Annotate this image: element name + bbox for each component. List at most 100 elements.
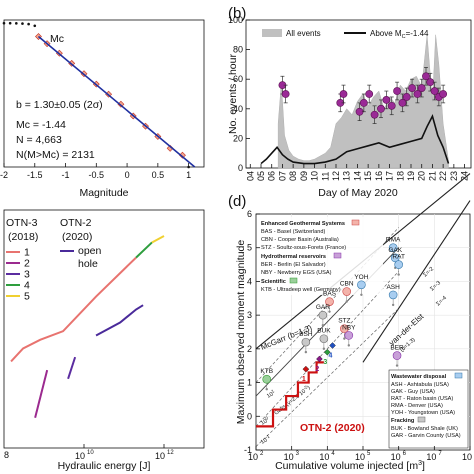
site-stem-dot — [265, 388, 268, 391]
panel-d-ytick-label: -1 — [244, 445, 252, 455]
otn2-stage-marker — [324, 348, 331, 356]
panel-a-xtick-label: 1 — [186, 170, 191, 180]
panel-a: Mc b = 1.30±0.05 (2σ) Mc = -1.44 N = 4,6… — [0, 19, 205, 199]
legend-ww-item-5: YOH - Youngstown (USA) — [391, 410, 455, 416]
panel-d-xtick-label: 10 — [426, 452, 436, 462]
legend-sci-swatch — [289, 277, 298, 284]
site-stem-dot — [347, 344, 351, 347]
panel-b-ytick-label: 0 — [238, 163, 243, 173]
panel-c-frame — [3, 209, 205, 449]
legend-stage-label: 3 — [24, 269, 30, 281]
legend-ww-item-3: RAT - Raton basin (USA) — [391, 396, 453, 402]
site-label: BER — [390, 345, 404, 352]
energy-stage-line — [10, 256, 137, 363]
legend-egs-item-3: STZ - Soultz-sous-Forets (France) — [261, 245, 346, 251]
legend-stage-label: 4 — [24, 280, 30, 292]
panel-b-ytick-label: 20 — [233, 133, 243, 143]
panel-b-xlabel: Day of May 2020 — [318, 187, 398, 199]
panel-d-ytick-label: 3 — [247, 310, 252, 320]
site-label: BSH — [299, 331, 313, 338]
legend-above-label: Above MC=-1.44 — [370, 29, 429, 40]
site-label: RAT — [392, 254, 405, 261]
panel-b-xtick-label: 06 — [267, 171, 277, 181]
legend-above-value: =-1.44 — [406, 29, 429, 38]
energy-stage-line — [135, 241, 153, 259]
rate-circle — [339, 90, 348, 98]
magnitude-cumulative-dot — [27, 22, 30, 26]
magnitude-cumulative-dot — [8, 21, 12, 25]
legend-egs-swatch — [351, 219, 360, 226]
panel-b-xtick-label: 13 — [342, 171, 352, 181]
panel-c-xtick-exponent: 12 — [167, 450, 174, 456]
galis-exp: -2 — [302, 384, 309, 391]
legend-ww-title: Wastewater disposal — [391, 374, 447, 380]
panel-c-xtick-label: 10 — [155, 451, 165, 461]
galis-end: ) — [306, 385, 311, 391]
legend-otn3-year: (2018) — [8, 231, 38, 243]
legend-egs-item-2: CBN - Cooper Basin (Australia) — [261, 237, 339, 243]
panel-d-ytick-label: 6 — [247, 209, 252, 219]
site-marker — [318, 310, 328, 320]
legend-hydro-swatch — [333, 252, 342, 259]
panel-c-xtick-fragment: 8 — [4, 450, 9, 460]
panel-b-xtick-label: 15 — [363, 171, 373, 181]
site-marker — [344, 331, 354, 340]
site-label: BAS — [323, 291, 337, 298]
legend-above-sub: C — [402, 34, 406, 40]
site-label: NBY — [342, 324, 356, 331]
rate-circle — [365, 90, 374, 98]
panel-b-xtick-label: 22 — [438, 171, 448, 181]
panel-b-xtick-label: 24 — [460, 171, 470, 181]
site-label: GAR — [316, 304, 330, 311]
legend-frack-swatch — [417, 416, 426, 423]
rate-circle — [387, 101, 396, 110]
panel-d-xlabel-text: Cumulative volume injected [m — [275, 460, 418, 472]
panel-d-xtick-label: 10 — [319, 452, 329, 462]
g1-text: 10 — [266, 391, 274, 399]
rate-circle — [417, 84, 426, 92]
legend-stage-label: 1 — [24, 247, 30, 259]
rate-circle — [359, 98, 368, 107]
site-marker — [390, 253, 400, 263]
panel-b-xtick-label: 16 — [374, 171, 384, 181]
energy-stage-line — [151, 235, 165, 244]
site-label: STZ — [338, 318, 350, 325]
rate-circle — [439, 90, 448, 98]
rate-circle — [422, 72, 430, 81]
legend-otn2-year: (2020) — [62, 231, 92, 243]
panel-d-xtick-exponent: 5 — [367, 451, 371, 457]
panel-b-xtick-label: 11 — [320, 172, 330, 181]
legend-otn3: OTN-3 — [6, 217, 38, 229]
panel-b-ylabel: No. events / hour — [227, 54, 239, 134]
site-label: KTB — [260, 368, 273, 375]
legend-hydro-item-2: NBY - Newberry EGS (USA) — [261, 270, 332, 276]
above-mc-line — [260, 114, 450, 165]
panel-d-xtick-exponent: 3 — [296, 451, 300, 457]
panel-a-b-value: b = 1.30±0.05 (2σ) — [16, 99, 103, 111]
panel-a-mc-value: Mc = -1.44 — [16, 119, 66, 131]
panel-b-ytick-label: 40 — [233, 104, 243, 114]
g1-exp: 1 — [270, 388, 275, 394]
legend-sci-item-1: KTB - Ultradeep well (Germany) — [261, 287, 341, 293]
panel-b-xtick-label: 10 — [310, 171, 320, 181]
site-label: RMA — [386, 237, 401, 244]
panel-b-xtick-label: 23 — [449, 171, 459, 181]
panel-b-xtick-label: 18 — [395, 171, 405, 181]
panel-a-xtick-label: -2 — [0, 170, 8, 180]
otn2-step-line — [256, 361, 324, 428]
g2-exp: 0 — [264, 415, 269, 421]
panel-a-mc-label: Mc — [50, 33, 64, 45]
rate-circle — [408, 84, 416, 92]
legend-ww-item-2: GAK - Guy (USA) — [391, 389, 435, 395]
legend-stage-label: 5 — [24, 291, 30, 303]
legend-hydro-item-1: BER - Berlin (El Salvador) — [261, 262, 326, 268]
panel-d-xtick-exponent: 6 — [403, 451, 407, 457]
rate-circle — [430, 87, 439, 95]
panel-b-xtick-label: 09 — [299, 171, 309, 181]
legend-ww-swatch — [454, 372, 463, 379]
panel-b-xtick-label: 08 — [288, 171, 298, 181]
panel-a-xlabel: Magnitude — [79, 187, 128, 199]
panel-d-ytick-label: 0 — [247, 411, 252, 421]
legend-otn2: OTN-2 — [60, 217, 92, 229]
